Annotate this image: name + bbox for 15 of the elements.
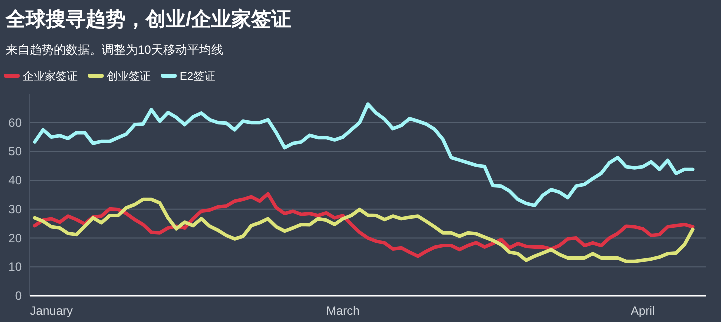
y-tick-label: 0 xyxy=(15,289,22,303)
y-tick-label: 50 xyxy=(8,144,22,159)
y-tick-label: 40 xyxy=(8,174,22,188)
title: 全球搜寻趋势，创业/企业家签证 xyxy=(6,9,292,31)
y-tick-label: 10 xyxy=(8,260,22,274)
y-tick-label: 30 xyxy=(8,202,22,216)
legend-label: 企业家签证 xyxy=(23,70,78,83)
subtitle: 来自趋势的数据。调整为10天移动平均线 xyxy=(6,43,224,57)
legend-label: E2签证 xyxy=(180,71,216,83)
x-tick-label: January xyxy=(30,304,74,318)
y-tick-label: 60 xyxy=(8,116,22,130)
x-tick-label: April xyxy=(631,304,656,318)
legend-label: 创业签证 xyxy=(107,70,151,83)
x-tick-label: March xyxy=(326,304,360,318)
y-tick-label: 20 xyxy=(8,231,22,246)
